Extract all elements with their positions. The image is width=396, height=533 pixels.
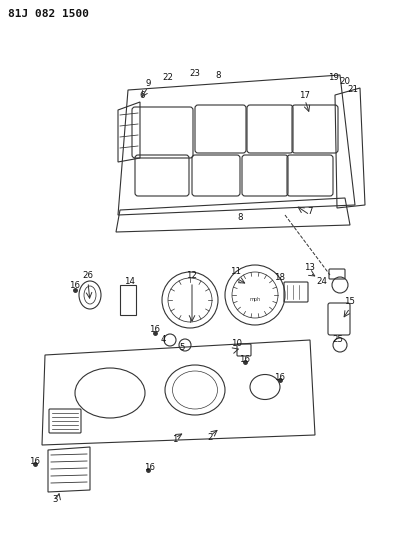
Text: 17: 17 (299, 91, 310, 100)
Text: 3: 3 (52, 496, 58, 505)
Text: 5: 5 (179, 343, 185, 351)
Text: 4: 4 (160, 335, 166, 344)
Text: 16: 16 (150, 326, 160, 335)
Text: 21: 21 (348, 85, 358, 94)
Text: 8: 8 (215, 70, 221, 79)
Text: mph: mph (249, 296, 261, 302)
Bar (120, 285, 136, 315)
Text: 18: 18 (274, 273, 286, 282)
Text: 81J 082 1500: 81J 082 1500 (8, 9, 89, 19)
Text: 14: 14 (124, 278, 135, 287)
Text: 16: 16 (274, 374, 286, 383)
Text: 6: 6 (139, 92, 145, 101)
Text: 11: 11 (230, 268, 242, 277)
Text: 10: 10 (232, 338, 242, 348)
Text: 24: 24 (316, 278, 327, 287)
Text: 16: 16 (145, 464, 156, 472)
Text: 23: 23 (190, 69, 200, 77)
Text: 20: 20 (339, 77, 350, 86)
Text: 7: 7 (307, 207, 313, 216)
Text: 12: 12 (187, 271, 198, 279)
Text: 19: 19 (327, 74, 339, 83)
Text: 22: 22 (162, 74, 173, 83)
Text: 13: 13 (305, 263, 316, 272)
Text: 26: 26 (82, 271, 93, 279)
Text: 16: 16 (240, 356, 251, 365)
Text: 15: 15 (345, 297, 356, 306)
Text: 9: 9 (145, 78, 151, 87)
Text: 25: 25 (333, 335, 343, 344)
Text: 1: 1 (172, 435, 178, 445)
Text: 8: 8 (237, 214, 243, 222)
Text: 2: 2 (207, 433, 213, 442)
Text: 16: 16 (70, 280, 80, 289)
Text: 16: 16 (29, 457, 40, 466)
